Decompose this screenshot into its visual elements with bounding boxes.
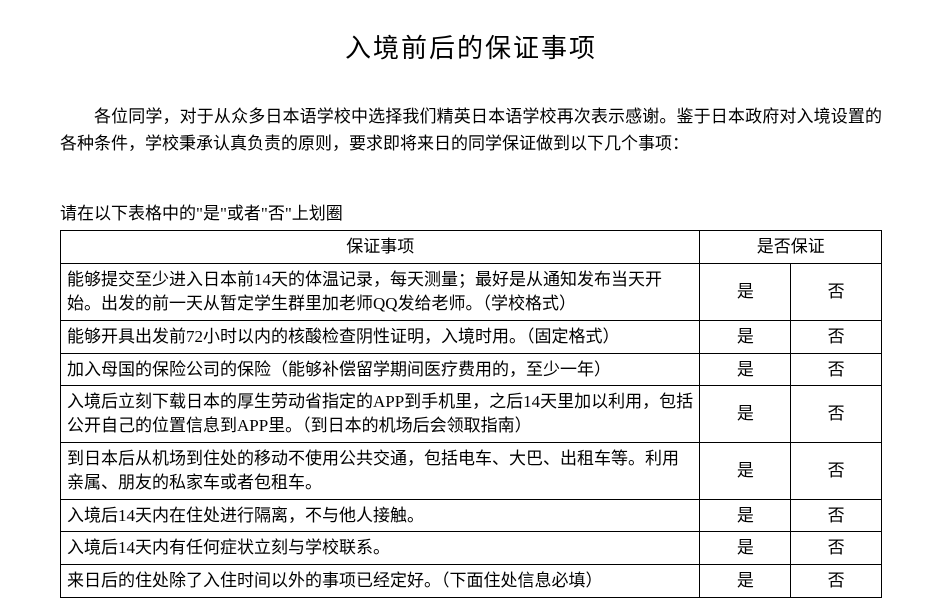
table-row: 加入母国的保险公司的保险（能够补偿留学期间医疗费用的，至少一年） 是 否: [61, 353, 882, 386]
item-text: 入境后14天内有任何症状立刻与学校联系。: [61, 532, 700, 565]
table-row: 入境后14天内有任何症状立刻与学校联系。 是 否: [61, 532, 882, 565]
item-text: 能够开具出发前72小时以内的核酸检查阴性证明，入境时用。（固定格式）: [61, 320, 700, 353]
no-option[interactable]: 否: [791, 353, 882, 386]
instruction-text: 请在以下表格中的"是"或者"否"上划圈: [60, 199, 882, 224]
no-option[interactable]: 否: [791, 320, 882, 353]
item-text: 能够提交至少进入日本前14天的体温记录，每天测量；最好是从通知发布当天开始。出发…: [61, 264, 700, 321]
table-row: 能够提交至少进入日本前14天的体温记录，每天测量；最好是从通知发布当天开始。出发…: [61, 264, 882, 321]
table-row: 入境后立刻下载日本的厚生劳动省指定的APP到手机里，之后14天里加以利用，包括公…: [61, 386, 882, 443]
yes-option[interactable]: 是: [700, 353, 791, 386]
item-text: 来日后的住处除了入住时间以外的事项已经定好。（下面住处信息必填）: [61, 565, 700, 598]
header-item: 保证事项: [61, 231, 700, 264]
yes-option[interactable]: 是: [700, 264, 791, 321]
table-row: 到日本后从机场到住处的移动不使用公共交通，包括电车、大巴、出租车等。利用亲属、朋…: [61, 442, 882, 499]
yes-option[interactable]: 是: [700, 565, 791, 598]
yes-option[interactable]: 是: [700, 499, 791, 532]
no-option[interactable]: 否: [791, 264, 882, 321]
guarantee-table: 保证事项 是否保证 能够提交至少进入日本前14天的体温记录，每天测量；最好是从通…: [60, 230, 882, 598]
yes-option[interactable]: 是: [700, 532, 791, 565]
no-option[interactable]: 否: [791, 442, 882, 499]
header-guarantee: 是否保证: [700, 231, 882, 264]
item-text: 入境后14天内在住处进行隔离，不与他人接触。: [61, 499, 700, 532]
table-row: 来日后的住处除了入住时间以外的事项已经定好。（下面住处信息必填） 是 否: [61, 565, 882, 598]
item-text: 到日本后从机场到住处的移动不使用公共交通，包括电车、大巴、出租车等。利用亲属、朋…: [61, 442, 700, 499]
yes-option[interactable]: 是: [700, 386, 791, 443]
yes-option[interactable]: 是: [700, 442, 791, 499]
page-title: 入境前后的保证事项: [60, 28, 882, 65]
item-text: 入境后立刻下载日本的厚生劳动省指定的APP到手机里，之后14天里加以利用，包括公…: [61, 386, 700, 443]
no-option[interactable]: 否: [791, 386, 882, 443]
no-option[interactable]: 否: [791, 532, 882, 565]
no-option[interactable]: 否: [791, 565, 882, 598]
table-header-row: 保证事项 是否保证: [61, 231, 882, 264]
intro-paragraph: 各位同学，对于从众多日本语学校中选择我们精英日本语学校再次表示感谢。鉴于日本政府…: [60, 103, 882, 157]
table-row: 入境后14天内在住处进行隔离，不与他人接触。 是 否: [61, 499, 882, 532]
no-option[interactable]: 否: [791, 499, 882, 532]
intro-text: 各位同学，对于从众多日本语学校中选择我们精英日本语学校再次表示感谢。鉴于日本政府…: [60, 103, 882, 157]
yes-option[interactable]: 是: [700, 320, 791, 353]
item-text: 加入母国的保险公司的保险（能够补偿留学期间医疗费用的，至少一年）: [61, 353, 700, 386]
table-row: 能够开具出发前72小时以内的核酸检查阴性证明，入境时用。（固定格式） 是 否: [61, 320, 882, 353]
